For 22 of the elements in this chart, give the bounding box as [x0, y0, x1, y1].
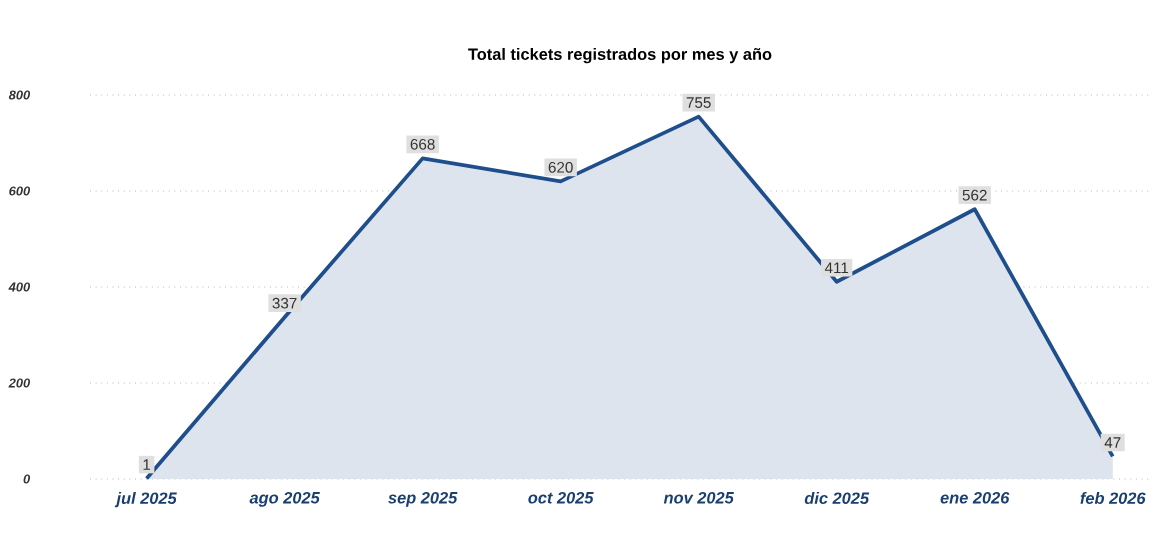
y-tick-label: 400: [8, 282, 31, 292]
data-label: 1: [143, 459, 151, 470]
x-tick-label: jul 2025: [114, 491, 177, 508]
x-tick-label: ene 2026: [940, 491, 1010, 504]
x-tick-label: sep 2025: [388, 491, 458, 507]
x-tick-label: dic 2025: [804, 491, 870, 505]
chart-title: Total tickets registrados por mes y año: [468, 47, 772, 64]
data-label: 755: [686, 97, 711, 108]
x-tick-label: oct 2025: [528, 491, 594, 504]
x-tick-label: nov 2025: [663, 491, 734, 504]
data-label: 668: [410, 138, 435, 150]
data-label: 337: [272, 297, 297, 309]
data-label: 411: [824, 262, 849, 274]
data-label: 47: [1104, 437, 1121, 448]
data-label: 562: [962, 189, 987, 201]
x-tick-label: feb 2026: [1080, 491, 1146, 504]
y-tick-label: 600: [9, 186, 31, 196]
data-label: 620: [548, 161, 573, 173]
y-tick-label: 800: [8, 90, 31, 100]
y-tick-label: 200: [8, 378, 31, 388]
x-tick-label: ago 2025: [249, 491, 320, 507]
y-tick-label: 0: [23, 474, 31, 484]
